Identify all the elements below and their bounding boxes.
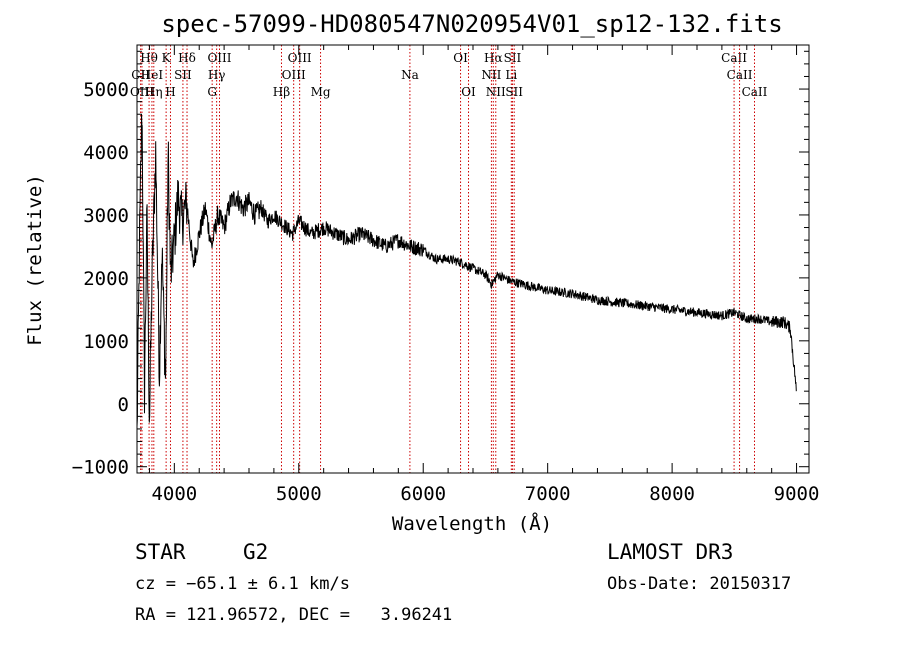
y-tick-label: 5000 bbox=[83, 79, 129, 101]
line-label-11: Hγ bbox=[208, 68, 226, 82]
x-tick-label: 6000 bbox=[400, 483, 446, 505]
chart-title: spec-57099-HD080547N020954V01_sp12-132.f… bbox=[161, 10, 782, 38]
y-tick-label: 2000 bbox=[83, 268, 129, 290]
plot-area bbox=[136, 113, 797, 427]
y-tick-label: 4000 bbox=[83, 142, 129, 164]
x-tick-label: 4000 bbox=[151, 483, 197, 505]
object-class: STAR bbox=[135, 540, 186, 564]
line-label-10: OIII bbox=[207, 51, 231, 65]
line-label-18: OI bbox=[461, 85, 476, 99]
line-label-21: NII bbox=[486, 85, 506, 99]
x-tick-label: 9000 bbox=[774, 483, 820, 505]
spectrum-line bbox=[136, 113, 797, 427]
line-label-1: OIII bbox=[130, 85, 154, 99]
axis-ticks: 4000 5000 6000 7000 8000 9000 −1000 0 1000 2000 30… bbox=[72, 45, 820, 505]
line-label-3: HeI bbox=[141, 68, 164, 82]
line-label-15: Mg bbox=[311, 85, 331, 99]
plot-frame bbox=[136, 44, 810, 474]
y-tick-label: 3000 bbox=[83, 205, 129, 227]
object-subclass: G2 bbox=[243, 540, 268, 564]
line-label-14: OIII bbox=[282, 68, 306, 82]
line-label-4: Hη bbox=[145, 85, 163, 99]
line-label-27: CaII bbox=[742, 85, 768, 99]
line-label-12: Hβ bbox=[273, 85, 290, 99]
line-label-22: SII bbox=[504, 51, 522, 65]
line-label-26: CaII bbox=[727, 68, 753, 82]
line-label-5: K bbox=[162, 51, 172, 65]
x-tick-label: 5000 bbox=[276, 483, 322, 505]
line-label-9: G bbox=[207, 85, 217, 99]
survey-name: LAMOST DR3 bbox=[607, 540, 733, 564]
line-label-23: Li bbox=[505, 68, 517, 82]
line-label-2: Hθ bbox=[140, 51, 158, 65]
coordinates: RA = 121.96572, DEC = 3.96241 bbox=[135, 605, 452, 625]
x-tick-label: 8000 bbox=[649, 483, 695, 505]
line-label-25: CaII bbox=[721, 51, 747, 65]
line-label-7: SII bbox=[174, 68, 192, 82]
line-label-24: SII bbox=[505, 85, 523, 99]
spectral-line-markers: CII OIII Hθ HeI Hη K H SII Hδ G OIII Hγ Hβ OIII OIII Mg… bbox=[130, 45, 768, 473]
y-tick-label: 1000 bbox=[83, 331, 129, 353]
y-axis-title: Flux (relative) bbox=[24, 174, 46, 346]
line-label-16: Na bbox=[401, 68, 419, 82]
line-label-13: OIII bbox=[288, 51, 312, 65]
x-axis-title: Wavelength (Å) bbox=[392, 512, 552, 535]
y-tick-label: −1000 bbox=[72, 457, 129, 479]
line-label-8: Hδ bbox=[178, 51, 196, 65]
y-tick-label: 0 bbox=[118, 394, 129, 416]
line-label-6: H bbox=[165, 85, 175, 99]
line-label-20: NII bbox=[481, 68, 501, 82]
redshift-cz: cz = −65.1 ± 6.1 km/s bbox=[135, 574, 350, 594]
line-label-19: Hα bbox=[484, 51, 503, 65]
x-tick-label: 7000 bbox=[525, 483, 571, 505]
observation-date: Obs-Date: 20150317 bbox=[607, 574, 791, 594]
line-label-17: OI bbox=[453, 51, 468, 65]
line-label-0: CII bbox=[131, 68, 150, 82]
